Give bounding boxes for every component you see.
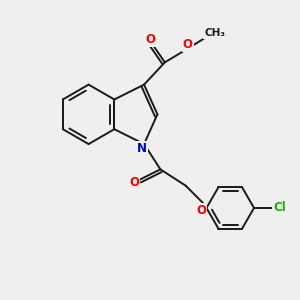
Text: O: O — [129, 176, 139, 189]
Text: Cl: Cl — [273, 202, 286, 214]
Text: O: O — [196, 204, 206, 217]
Text: CH₃: CH₃ — [204, 28, 225, 38]
Text: N: N — [137, 142, 147, 155]
Text: O: O — [183, 38, 193, 51]
Text: O: O — [145, 33, 155, 46]
